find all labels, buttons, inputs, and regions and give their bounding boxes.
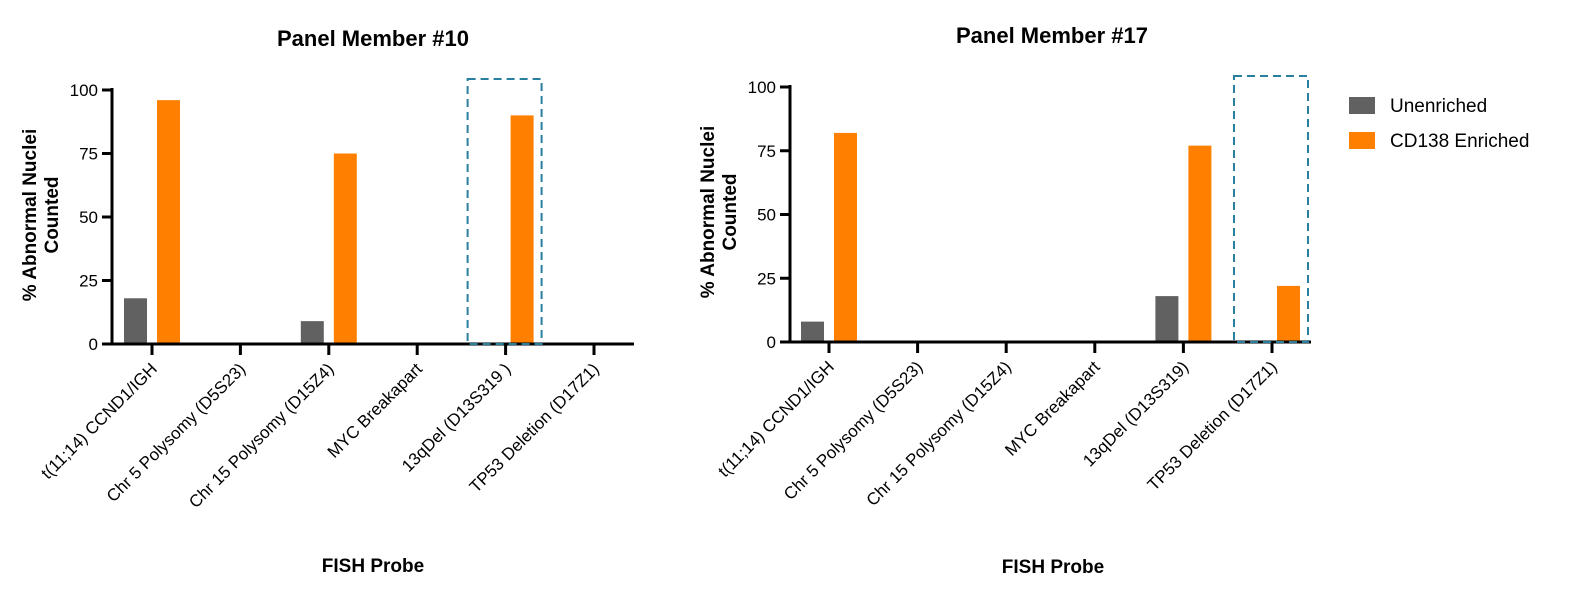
bar-cd138-enriched [1188, 145, 1212, 341]
legend-swatch [1349, 97, 1375, 114]
y-axis-label-line: % Abnormal Nuclei [20, 129, 41, 301]
x-axis-label: FISH Probe [322, 556, 424, 577]
x-tick-label: MYC Breakapart [324, 359, 426, 461]
x-axis-label: FISH Probe [1002, 557, 1104, 578]
y-tick-label: 25 [79, 272, 98, 291]
legend-label: CD138 Enriched [1390, 131, 1529, 152]
bar-cd138-enriched [1277, 285, 1300, 341]
chart-panel-1: Panel Member #10 % Abnormal NucleiCounted… [20, 26, 634, 577]
bar-cd138-enriched [157, 100, 180, 343]
bar-unenriched [124, 298, 147, 343]
bar-unenriched [300, 321, 324, 343]
legend: Unenriched CD138 Enriched [1349, 96, 1529, 152]
x-tick-label: Chr 15 Polysomy (D15Z4) [863, 357, 1015, 509]
y-axis-label: % Abnormal NucleiCounted [20, 129, 63, 301]
y-tick-label: 0 [767, 333, 776, 352]
bar-cd138-enriched [510, 115, 534, 343]
bar-cd138-enriched [333, 153, 357, 343]
bar-unenriched [801, 321, 824, 341]
y-axis-label-line: Counted [720, 173, 741, 250]
chart-title: Panel Member #17 [956, 23, 1148, 48]
y-axis-label-line: Counted [42, 176, 63, 253]
y-tick-label: 50 [79, 208, 98, 227]
legend-label: Unenriched [1390, 96, 1487, 117]
y-axis-label: % Abnormal NucleiCounted [698, 126, 741, 298]
bar-unenriched [1155, 296, 1179, 341]
y-tick-label: 0 [89, 335, 98, 354]
y-tick-label: 75 [79, 145, 98, 164]
highlight-box [1233, 75, 1309, 343]
y-tick-label: 25 [757, 269, 776, 288]
y-axis-label-line: % Abnormal Nuclei [698, 126, 719, 298]
x-tick-label: MYC Breakapart [1001, 357, 1103, 459]
y-tick-label: 100 [748, 78, 776, 97]
y-tick-label: 50 [757, 206, 776, 225]
legend-swatch [1349, 132, 1375, 149]
chart-panel-2: Panel Member #17 % Abnormal NucleiCounted… [698, 23, 1311, 578]
bar-cd138-enriched [834, 132, 857, 341]
x-tick-label: Chr 15 Polysomy (D15Z4) [185, 359, 337, 511]
chart-title: Panel Member #10 [277, 26, 469, 51]
y-tick-label: 100 [70, 81, 98, 100]
y-tick-label: 75 [757, 142, 776, 161]
